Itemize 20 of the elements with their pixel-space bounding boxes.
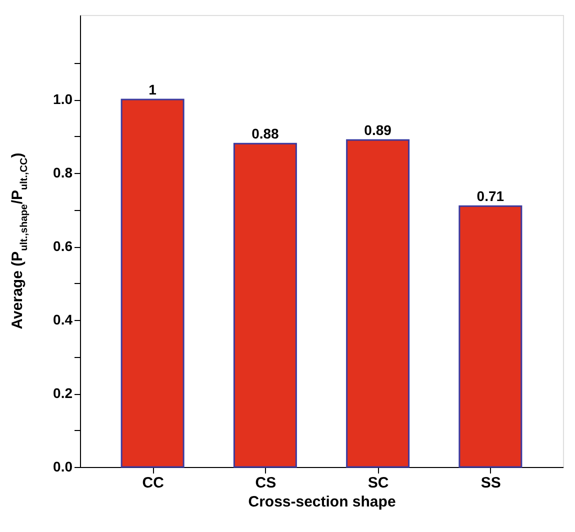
x-tick-label: CC [142, 474, 164, 492]
bar [346, 139, 410, 468]
data-label: 0.89 [364, 122, 392, 138]
x-tick-label: CS [255, 474, 276, 492]
x-tick-label: SS [480, 474, 501, 492]
bar [233, 142, 297, 468]
y-axis-title: Average (Pult.,shape/Pult.,CC) [9, 152, 30, 330]
y-tick-label: 0.2 [53, 385, 73, 402]
y-tick-label: 0.4 [53, 312, 73, 328]
data-label: 0.88 [252, 126, 280, 142]
bar [458, 205, 522, 468]
y-tick-label: 0.0 [53, 458, 73, 474]
y-tick-label: 0.6 [53, 238, 73, 254]
data-label: 0.71 [476, 188, 504, 204]
bar [120, 98, 184, 468]
x-axis-title: Cross-section shape [248, 494, 396, 510]
y-tick-label: 0.8 [53, 164, 73, 181]
y-tick-label: 1.0 [53, 91, 73, 108]
x-tick-label: SC [368, 474, 389, 492]
data-label: 1 [148, 82, 157, 98]
